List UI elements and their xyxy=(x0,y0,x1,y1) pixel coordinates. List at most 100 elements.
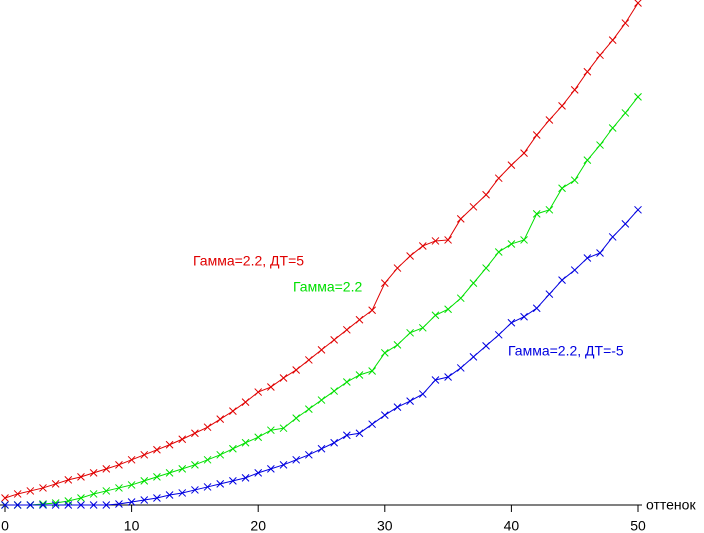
point-marker xyxy=(482,190,490,199)
point-marker xyxy=(558,102,566,110)
point-marker xyxy=(317,346,326,354)
x-tick-label: 20 xyxy=(250,518,266,533)
point-marker xyxy=(102,501,111,509)
point-marker xyxy=(368,367,376,375)
point-marker xyxy=(330,438,339,447)
point-marker xyxy=(304,405,313,413)
point-marker xyxy=(520,236,528,244)
point-marker xyxy=(444,305,452,314)
point-marker xyxy=(267,465,275,473)
series-label: Гамма=2.2 xyxy=(293,279,362,295)
point-marker xyxy=(317,444,326,453)
point-marker xyxy=(1,494,9,502)
point-marker xyxy=(418,390,427,398)
point-marker xyxy=(545,290,554,299)
series-label: Гамма=2.2, ДТ=5 xyxy=(193,253,304,269)
point-marker xyxy=(342,431,351,440)
point-marker xyxy=(64,476,73,484)
point-marker xyxy=(1,501,9,509)
point-marker xyxy=(532,131,541,139)
point-marker xyxy=(203,455,212,464)
point-marker xyxy=(507,318,516,327)
point-marker xyxy=(216,415,225,424)
point-marker xyxy=(545,116,554,124)
point-marker xyxy=(406,328,414,337)
point-marker xyxy=(279,424,288,433)
point-marker xyxy=(431,237,440,245)
x-tick-label: 30 xyxy=(377,518,393,533)
point-marker xyxy=(191,429,199,438)
point-marker xyxy=(115,484,123,492)
point-marker xyxy=(330,387,339,395)
point-marker xyxy=(494,330,503,339)
point-marker xyxy=(89,469,98,477)
point-marker xyxy=(583,254,592,262)
point-marker xyxy=(494,174,503,183)
point-marker xyxy=(558,184,566,193)
point-marker xyxy=(140,496,149,504)
point-marker xyxy=(431,376,440,384)
point-marker xyxy=(418,242,427,250)
point-marker xyxy=(431,311,440,320)
point-marker xyxy=(482,342,490,350)
point-marker xyxy=(13,490,22,498)
x-tick-label: 40 xyxy=(504,518,520,533)
point-marker xyxy=(621,109,630,117)
point-marker xyxy=(77,494,85,502)
point-marker xyxy=(368,420,376,429)
point-marker xyxy=(178,435,187,444)
point-marker xyxy=(26,487,35,495)
point-marker xyxy=(241,398,250,406)
point-marker xyxy=(102,487,111,495)
point-marker xyxy=(191,486,199,494)
point-marker xyxy=(317,396,326,404)
point-marker xyxy=(77,501,85,509)
point-marker xyxy=(39,501,47,509)
point-marker xyxy=(191,460,199,469)
point-marker xyxy=(254,388,263,396)
point-marker xyxy=(292,414,301,423)
series-label: Гамма=2.2, ДТ=-5 xyxy=(508,343,624,359)
point-marker xyxy=(203,483,212,491)
point-marker xyxy=(254,469,263,477)
point-marker xyxy=(77,473,85,481)
point-marker xyxy=(342,325,351,334)
point-marker xyxy=(558,276,566,284)
point-marker xyxy=(216,480,225,488)
point-marker xyxy=(456,364,465,372)
point-marker xyxy=(115,460,123,469)
point-marker xyxy=(596,51,604,60)
point-marker xyxy=(621,220,630,228)
point-marker xyxy=(634,205,642,214)
point-marker xyxy=(380,349,389,357)
point-marker xyxy=(380,411,389,419)
point-marker xyxy=(292,366,301,374)
point-marker xyxy=(583,67,592,76)
point-marker xyxy=(355,429,364,438)
point-marker xyxy=(153,494,161,502)
point-marker xyxy=(51,480,60,488)
point-marker xyxy=(229,477,237,485)
point-marker xyxy=(507,240,516,248)
point-marker xyxy=(406,252,414,260)
point-marker xyxy=(26,501,35,509)
point-marker xyxy=(583,156,592,164)
point-marker xyxy=(342,378,351,386)
point-marker xyxy=(304,356,313,364)
point-marker xyxy=(355,315,364,324)
x-tick-label: 10 xyxy=(124,518,140,533)
point-marker xyxy=(418,323,427,332)
point-marker xyxy=(254,433,263,442)
x-tick-label: 0 xyxy=(1,518,9,533)
point-marker xyxy=(178,489,187,497)
point-marker xyxy=(596,141,604,149)
point-marker xyxy=(51,501,60,509)
point-marker xyxy=(229,407,237,415)
point-marker xyxy=(393,403,402,411)
point-marker xyxy=(115,500,123,508)
point-marker xyxy=(596,249,604,257)
point-marker xyxy=(608,36,617,45)
point-marker xyxy=(330,335,339,344)
point-marker xyxy=(229,444,237,453)
